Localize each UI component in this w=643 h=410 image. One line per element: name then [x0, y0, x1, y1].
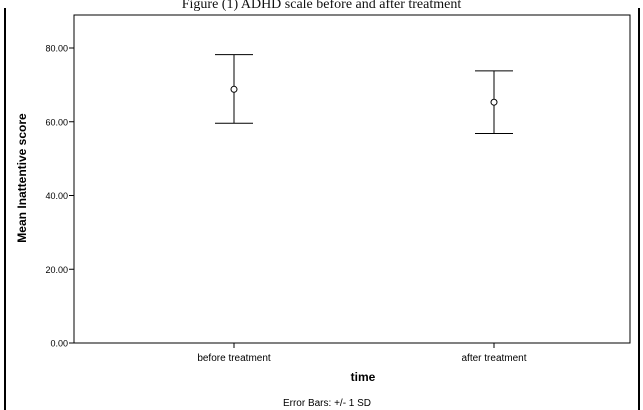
x-tick-label: after treatment: [461, 353, 526, 364]
y-tick-label: 40.00: [45, 191, 68, 201]
y-axis-label: Mean Inattentive score: [15, 113, 29, 243]
error-bar-after-treatment: [475, 70, 513, 135]
x-tick-label: before treatment: [197, 353, 271, 364]
plot-border: [73, 14, 631, 344]
mean-point: [490, 98, 498, 106]
error-bars-footnote: Error Bars: +/- 1 SD: [283, 398, 371, 409]
y-tick-label: 0.00: [50, 339, 68, 349]
x-axis: before treatment after treatment: [197, 343, 527, 364]
figure-title: Figure (1) ADHD scale before and after t…: [181, 0, 462, 12]
error-bar-marks: [215, 54, 513, 135]
figure-frame-left: [4, 8, 6, 410]
figure-frame-right: [638, 8, 640, 410]
error-bar-before-treatment: [215, 54, 253, 124]
plot-area: [73, 14, 631, 344]
mean-point: [230, 85, 238, 93]
y-tick-label: 60.00: [45, 117, 68, 127]
x-axis-label: time: [351, 370, 376, 384]
y-tick-label: 80.00: [45, 44, 68, 54]
y-axis: 0.00 20.00 40.00 60.00 80.00: [45, 44, 74, 349]
y-tick-label: 20.00: [45, 265, 68, 275]
